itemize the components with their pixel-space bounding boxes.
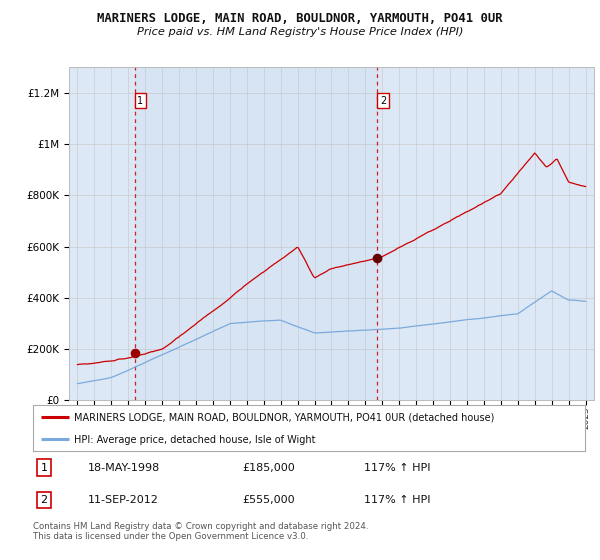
Text: HPI: Average price, detached house, Isle of Wight: HPI: Average price, detached house, Isle…	[74, 435, 316, 445]
Text: 1: 1	[41, 463, 47, 473]
Text: 117% ↑ HPI: 117% ↑ HPI	[364, 495, 431, 505]
Text: 117% ↑ HPI: 117% ↑ HPI	[364, 463, 431, 473]
Point	[373, 254, 382, 263]
Bar	[134, 67, 377, 400]
Text: 2: 2	[380, 96, 386, 105]
Text: MARINERS LODGE, MAIN ROAD, BOULDNOR, YARMOUTH, PO41 0UR: MARINERS LODGE, MAIN ROAD, BOULDNOR, YAR…	[97, 12, 503, 25]
Text: £185,000: £185,000	[243, 463, 296, 473]
Text: 2: 2	[40, 495, 47, 505]
Text: Price paid vs. HM Land Registry's House Price Index (HPI): Price paid vs. HM Land Registry's House …	[137, 27, 463, 37]
Text: 1: 1	[137, 96, 143, 105]
Text: Contains HM Land Registry data © Crown copyright and database right 2024.
This d: Contains HM Land Registry data © Crown c…	[33, 522, 368, 542]
Text: 11-SEP-2012: 11-SEP-2012	[88, 495, 159, 505]
Text: £555,000: £555,000	[243, 495, 295, 505]
Text: 18-MAY-1998: 18-MAY-1998	[88, 463, 160, 473]
Text: MARINERS LODGE, MAIN ROAD, BOULDNOR, YARMOUTH, PO41 0UR (detached house): MARINERS LODGE, MAIN ROAD, BOULDNOR, YAR…	[74, 413, 495, 423]
Point	[130, 348, 139, 357]
